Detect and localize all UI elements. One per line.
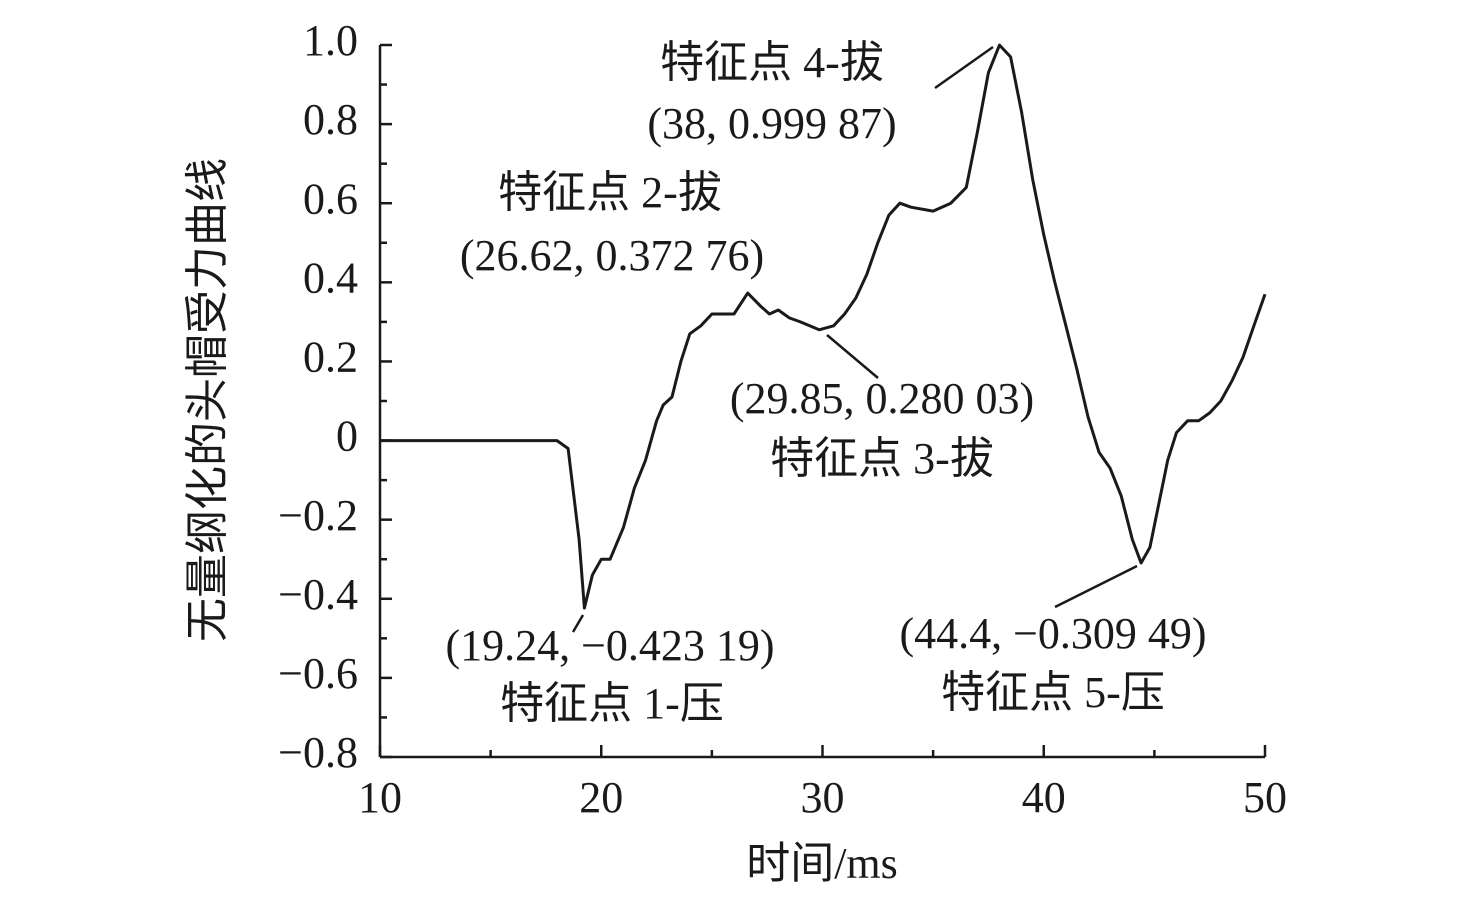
leader-line <box>1054 564 1138 609</box>
y-tick-label: −0.2 <box>278 491 358 540</box>
leader-line <box>571 614 585 633</box>
annotation-coord: (19.24, −0.423 19) <box>445 621 774 670</box>
y-tick-label: −0.6 <box>278 649 358 698</box>
y-tick-label: −0.4 <box>278 570 358 619</box>
annotation-label: 特征点 5-压 <box>941 668 1165 717</box>
x-tick-label: 10 <box>358 773 402 822</box>
y-tick-label: 0.6 <box>303 174 358 223</box>
annotation-coord: (29.85, 0.280 03) <box>730 374 1034 423</box>
y-axis-label: 无量纲化的头帽受力曲线 <box>183 158 232 642</box>
curve <box>380 43 1267 610</box>
x-tick-label: 30 <box>801 773 845 822</box>
annotation-coord: (38, 0.999 87) <box>647 99 896 148</box>
annotation-label: 特征点 3-拔 <box>770 434 994 483</box>
annotation-coord: (26.62, 0.372 76) <box>460 231 764 280</box>
y-tick-label: 0 <box>336 412 358 461</box>
annotation-coord: (44.4, −0.309 49) <box>899 609 1206 658</box>
annotation-label: 特征点 4-拔 <box>660 38 884 87</box>
leader-line <box>934 45 994 90</box>
x-axis-label: 时间/ms <box>746 839 898 888</box>
y-tick-label: 0.4 <box>303 253 358 302</box>
y-tick-label: 0.2 <box>303 333 358 382</box>
y-tick-label: 1.0 <box>303 16 358 65</box>
annotation-label: 特征点 1-压 <box>500 679 724 728</box>
x-tick-label: 40 <box>1022 773 1066 822</box>
x-tick-label: 20 <box>579 773 623 822</box>
y-tick-label: −0.8 <box>278 728 358 777</box>
leader-line <box>826 334 879 379</box>
annotation-label: 特征点 2-拔 <box>498 168 722 217</box>
y-tick-label: 0.8 <box>303 95 358 144</box>
x-tick-label: 50 <box>1243 773 1287 822</box>
